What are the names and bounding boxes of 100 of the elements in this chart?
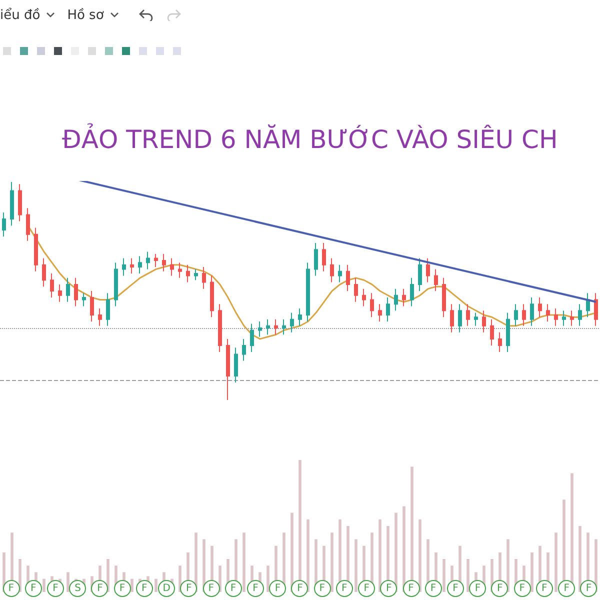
candlestick [106,292,110,326]
candlestick [466,304,470,326]
candlestick [482,310,486,333]
candlestick [2,212,6,237]
candlestick [130,258,134,274]
candlestick [562,310,566,326]
candlestick [594,292,598,326]
annotation: F [291,580,308,596]
candlestick [74,277,78,307]
annotation: F [358,580,376,596]
candlestick [138,256,142,274]
candlestick [50,273,54,298]
annotation: F [580,580,598,596]
candlestick [546,304,550,322]
candlestick [218,304,222,353]
bar [578,526,582,592]
bar [42,578,46,592]
candlestick [394,288,398,312]
bar [418,519,422,592]
bar [18,559,22,592]
candlestick [34,227,38,272]
bar [466,559,470,592]
candlestick [154,253,158,268]
candlestick [474,312,478,326]
candlestick [346,264,350,292]
candlestick [522,304,526,326]
bar [354,539,358,592]
candlestick [306,262,310,322]
candlestick [58,284,62,302]
candlestick [506,312,510,353]
annotation: F [314,580,331,596]
candlestick [186,264,190,283]
candlestick [66,277,70,302]
candlestick [90,290,94,322]
annotation: F [402,580,420,596]
candlestick [538,297,542,318]
annotation: F [114,580,131,596]
candlestick [146,251,150,270]
bar [178,566,182,592]
candlestick [226,338,230,400]
candlestick [298,308,302,326]
candlestick [210,275,214,318]
bar [378,519,382,592]
annotation: F [558,580,576,596]
candlestick [530,297,534,326]
candlestick [162,253,166,272]
bar [290,512,294,592]
candlestick [234,347,238,384]
annotation: F [224,580,242,596]
bar [306,519,310,592]
candlestick [434,268,438,292]
text: Hồ sơ [67,8,104,22]
candlestick [258,321,262,338]
bar [266,566,270,592]
candlestick [178,262,182,278]
annotation: F [91,580,108,596]
candlestick [410,277,414,307]
candlestick [426,258,430,283]
candlestick [578,304,582,326]
candlestick [250,323,254,353]
bar [66,572,70,592]
candlestick [170,258,174,276]
candlestick [242,338,246,362]
annotation: F [336,580,353,596]
candlestick [418,258,422,292]
bar [506,539,510,592]
candlestick [314,242,318,276]
candlestick [194,268,198,281]
bar [194,532,198,592]
candlestick [402,288,406,307]
candlestick [570,310,574,326]
annotation: F [536,580,553,596]
bar [218,566,222,592]
candlestick [378,304,382,322]
candlestick [98,308,102,326]
annotation: F [446,580,464,596]
annotation: F [491,580,508,596]
candlestick [18,184,22,222]
candlestick [202,266,206,290]
bar [330,532,334,592]
bar [106,559,110,592]
annotation: F [247,580,264,596]
candlestick [26,208,30,242]
chart-title: ĐẢO TREND 6 NĂM BƯỚC VÀO SIÊU CH [62,123,558,154]
candlestick [442,277,446,318]
candlestick [338,264,342,283]
bar [594,539,598,592]
candlestick [362,288,366,307]
bar [530,552,534,592]
annotation: F [269,580,286,596]
candlestick [10,182,14,226]
candlestick [42,258,46,288]
bar [130,578,134,592]
annotation: D [158,580,176,596]
candlestick [498,332,502,353]
annotation: F [380,580,398,596]
bar [154,578,158,592]
candlestick [514,304,518,326]
bar [394,512,398,592]
annotation: F [180,580,198,596]
